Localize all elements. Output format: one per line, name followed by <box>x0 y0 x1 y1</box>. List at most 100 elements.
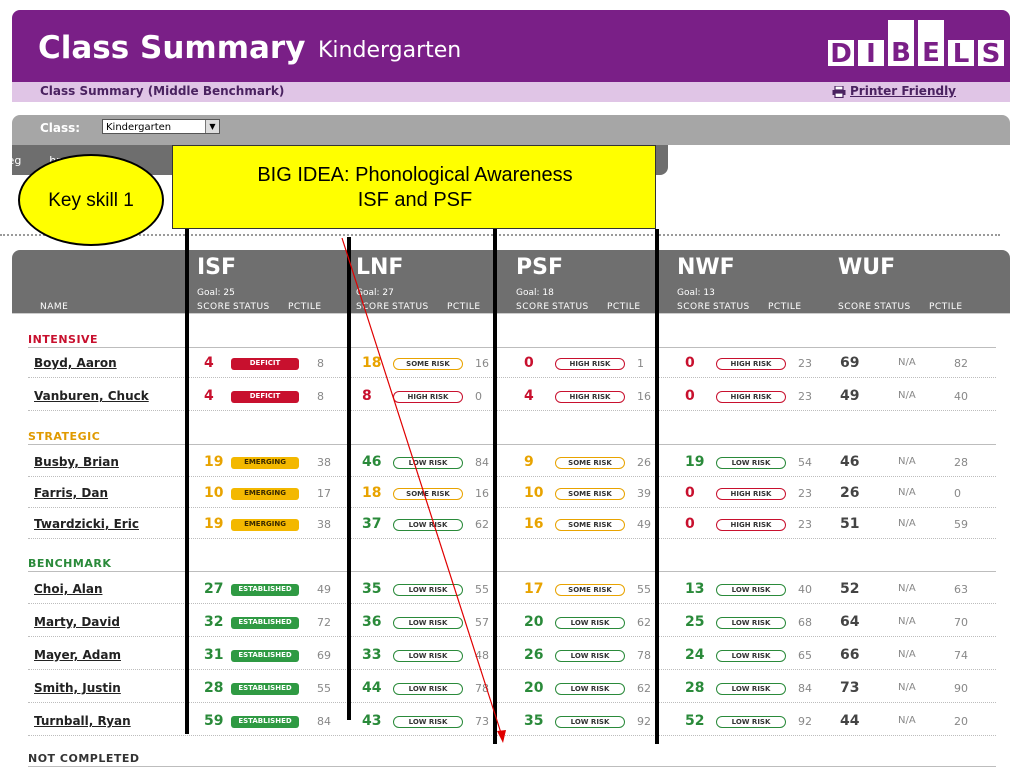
status-badge: N/A <box>898 357 916 368</box>
percentile-value: 55 <box>317 682 331 695</box>
status-badge: LOW RISK <box>716 584 786 596</box>
status-badge: LOW RISK <box>716 457 786 469</box>
student-name-link[interactable]: Boyd, Aaron <box>34 356 117 370</box>
score-value: 24 <box>685 647 705 663</box>
column-header-pctile: PCTILE <box>288 302 322 312</box>
student-name-link[interactable]: Marty, David <box>34 615 120 629</box>
status-badge: SOME RISK <box>393 358 463 370</box>
percentile-value: 68 <box>798 616 812 629</box>
percentile-value: 23 <box>798 518 812 531</box>
student-name-link[interactable]: Farris, Dan <box>34 486 109 500</box>
callout-line-1: BIG IDEA: Phonological Awareness <box>257 164 573 186</box>
status-badge: LOW RISK <box>393 617 463 629</box>
printer-icon[interactable] <box>832 86 846 98</box>
score-value: 20 <box>524 614 544 630</box>
score-value: 44 <box>362 680 382 696</box>
percentile-value: 8 <box>317 390 324 403</box>
status-badge: HIGH RISK <box>716 488 786 500</box>
status-badge: HIGH RISK <box>716 519 786 531</box>
student-name-link[interactable]: Twardzicki, Eric <box>34 517 139 531</box>
student-name-link[interactable]: Choi, Alan <box>34 582 103 596</box>
score-value: 28 <box>204 680 224 696</box>
column-header-score: SCORE <box>838 302 872 312</box>
status-badge: N/A <box>898 649 916 660</box>
report-title: Class Summary (Middle Benchmark) <box>40 84 285 98</box>
status-badge: ESTABLISHED <box>231 683 299 695</box>
percentile-value: 38 <box>317 518 331 531</box>
status-badge: SOME RISK <box>555 457 625 469</box>
group-heading-strategic: STRATEGIC <box>28 430 101 443</box>
chevron-down-icon[interactable]: ▼ <box>205 120 219 133</box>
class-select-value: Kindergarten <box>106 122 172 133</box>
logo-letter: S <box>978 40 1004 68</box>
status-badge: LOW RISK <box>393 584 463 596</box>
percentile-value: 20 <box>954 715 968 728</box>
column-header-score: SCORE <box>197 302 231 312</box>
status-badge: N/A <box>898 715 916 726</box>
percentile-value: 23 <box>798 487 812 500</box>
percentile-value: 16 <box>475 487 489 500</box>
status-badge: EMERGING <box>231 457 299 469</box>
column-header-score: SCORE <box>356 302 390 312</box>
score-value: 16 <box>524 516 544 532</box>
score-value: 46 <box>362 454 382 470</box>
column-header-status: STATUS <box>233 302 270 312</box>
student-name-link[interactable]: Turnball, Ryan <box>34 714 131 728</box>
status-badge: N/A <box>898 518 916 529</box>
score-value: 26 <box>840 485 860 501</box>
status-badge: LOW RISK <box>716 716 786 728</box>
percentile-value: 84 <box>798 682 812 695</box>
student-name-link[interactable]: Mayer, Adam <box>34 648 121 662</box>
column-header-status: STATUS <box>392 302 429 312</box>
percentile-value: 59 <box>954 518 968 531</box>
score-value: 0 <box>685 388 695 404</box>
score-value: 10 <box>524 485 544 501</box>
percentile-value: 40 <box>954 390 968 403</box>
status-badge: HIGH RISK <box>716 391 786 403</box>
row-divider <box>28 377 996 378</box>
percentile-value: 78 <box>637 649 651 662</box>
percentile-value: 8 <box>317 357 324 370</box>
annotation-line <box>493 229 497 744</box>
score-value: 18 <box>362 355 382 371</box>
percentile-value: 54 <box>798 456 812 469</box>
student-name-link[interactable]: Smith, Justin <box>34 681 121 695</box>
column-header-score: SCORE <box>677 302 711 312</box>
status-badge: SOME RISK <box>393 488 463 500</box>
percentile-value: 57 <box>475 616 489 629</box>
page-title: Class Summary <box>38 30 306 66</box>
class-select[interactable]: Kindergarten ▼ <box>102 119 220 134</box>
logo-letter: B <box>888 20 914 68</box>
percentile-value: 82 <box>954 357 968 370</box>
divider <box>0 234 1000 236</box>
logo-letter: I <box>858 40 884 68</box>
percentile-value: 48 <box>475 649 489 662</box>
row-divider <box>28 669 996 670</box>
score-value: 19 <box>204 516 224 532</box>
status-badge: DEFICIT <box>231 358 299 370</box>
status-badge: LOW RISK <box>393 683 463 695</box>
percentile-value: 62 <box>637 616 651 629</box>
status-badge: LOW RISK <box>393 716 463 728</box>
status-badge: LOW RISK <box>393 650 463 662</box>
status-badge: ESTABLISHED <box>231 716 299 728</box>
row-divider <box>28 538 996 539</box>
percentile-value: 92 <box>798 715 812 728</box>
percentile-value: 17 <box>317 487 331 500</box>
student-name-link[interactable]: Busby, Brian <box>34 455 119 469</box>
score-value: 4 <box>204 388 214 404</box>
score-value: 9 <box>524 454 534 470</box>
printer-friendly-link[interactable]: Printer Friendly <box>850 84 957 98</box>
score-value: 19 <box>204 454 224 470</box>
measure-goal: Goal: 18 <box>516 288 554 298</box>
group-heading-intensive: INTENSIVE <box>28 333 99 346</box>
percentile-value: 26 <box>637 456 651 469</box>
score-value: 66 <box>840 647 860 663</box>
status-badge: HIGH RISK <box>555 358 625 370</box>
logo-letter: D <box>828 40 854 68</box>
status-badge: ESTABLISHED <box>231 584 299 596</box>
status-badge: N/A <box>898 390 916 401</box>
student-name-link[interactable]: Vanburen, Chuck <box>34 389 149 403</box>
percentile-value: 16 <box>637 390 651 403</box>
grade-subtitle: Kindergarten <box>318 38 462 63</box>
